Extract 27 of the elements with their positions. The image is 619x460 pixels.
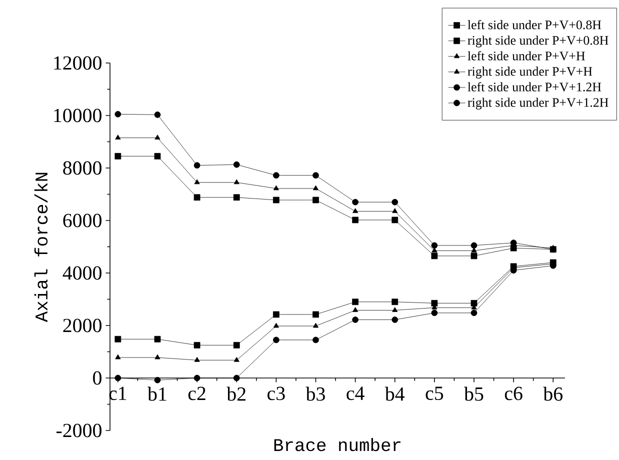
legend-label: right side under P+V+H [468,66,592,78]
x-tick-label: c2 [188,386,206,400]
y-tick-label: 6000 [63,214,102,228]
x-tick-label: b2 [226,386,246,401]
x-tick-label: b4 [384,386,405,401]
y-tick-label: 4000 [62,266,102,280]
legend-label: right side under P+V+0.8H [468,36,608,48]
x-tick-label: c3 [268,386,285,400]
legend-label: right side under P+V+1.2H [468,98,608,110]
y-tick-label: 2000 [63,318,102,332]
x-tick-label: c4 [346,386,364,400]
x-tick-label: c5 [426,386,444,400]
x-tick-label: b6 [543,386,563,401]
x-tick-label: b5 [464,386,484,401]
y-tick-label: 0 [93,371,102,385]
legend-label: left side under P+V+H [468,51,585,60]
x-tick-label: b3 [306,386,325,401]
x-axis-title: Brace number [274,438,400,452]
y-axis-title: Axial force/kN [34,172,48,322]
legend-label: left side under P+V+1.2H [468,82,602,92]
y-tick-label: 12000 [54,56,102,70]
legend-label: left side under P+V+0.8H [468,20,602,30]
y-tick-label: 8000 [63,161,102,175]
x-tick-label: b1 [148,386,166,401]
y-tick-label: 10000 [54,108,102,122]
x-tick-label: c6 [504,386,522,400]
y-tick-label: -2000 [56,424,102,438]
